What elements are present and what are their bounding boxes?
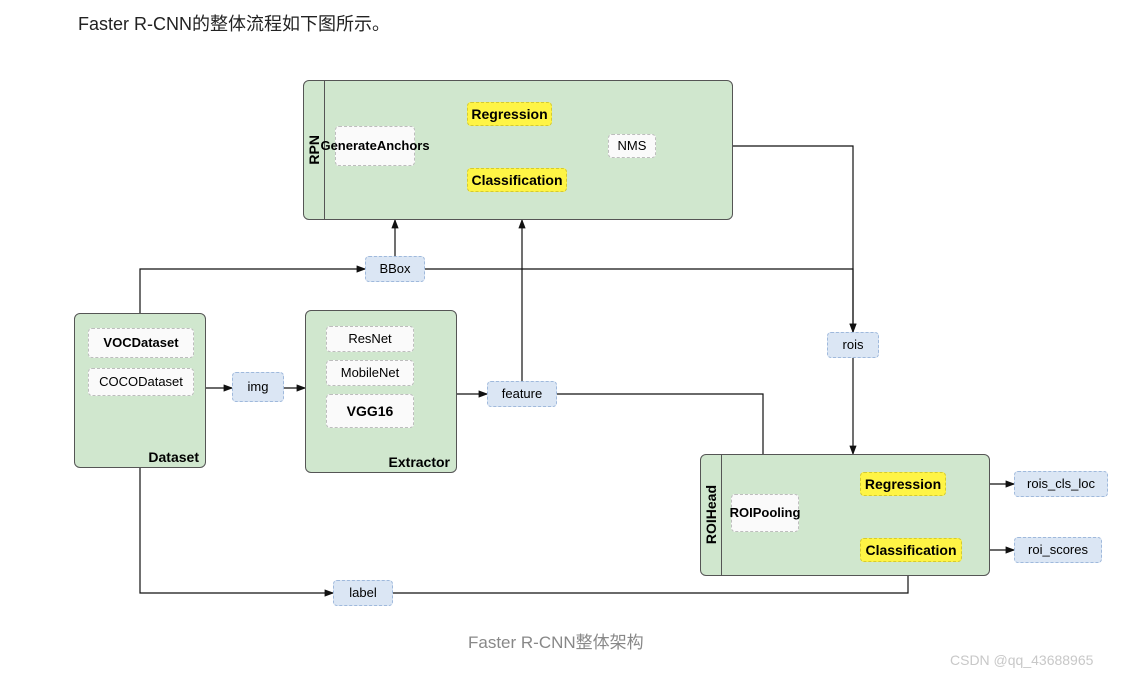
group-dataset-label: Dataset — [148, 449, 199, 465]
node-nms: NMS — [608, 134, 656, 158]
group-roihead-strip: ROIHead — [701, 455, 722, 575]
node-vgg16: VGG16 — [326, 394, 414, 428]
node-gen_anchors: GenerateAnchors — [335, 126, 415, 166]
node-roi_scores: roi_scores — [1014, 537, 1102, 563]
edge-7 — [425, 269, 853, 332]
node-img: img — [232, 372, 284, 402]
edge-17 — [140, 468, 333, 593]
edge-19 — [140, 269, 365, 313]
group-extractor-label: Extractor — [389, 454, 450, 470]
node-bbox: BBox — [365, 256, 425, 282]
node-rpn_cls: Classification — [467, 168, 567, 192]
node-roi_cls: Classification — [860, 538, 962, 562]
diagram-page: Faster R-CNN的整体流程如下图所示。 RPNDatasetExtrac… — [0, 0, 1138, 676]
node-mobilenet: MobileNet — [326, 360, 414, 386]
node-rois_cls_loc: rois_cls_loc — [1014, 471, 1108, 497]
figure-caption: Faster R-CNN整体架构 — [468, 628, 644, 653]
node-resnet: ResNet — [326, 326, 414, 352]
node-rpn_reg: Regression — [467, 102, 552, 126]
intro-text: Faster R-CNN的整体流程如下图所示。 — [78, 10, 390, 36]
node-roi_reg: Regression — [860, 472, 946, 496]
watermark-text: CSDN @qq_43688965 — [950, 652, 1093, 668]
node-feature: feature — [487, 381, 557, 407]
node-rois: rois — [827, 332, 879, 358]
node-roi_pool: ROIPooling — [731, 494, 799, 532]
group-roihead-label: ROIHead — [703, 485, 719, 544]
node-label: label — [333, 580, 393, 606]
node-voc: VOCDataset — [88, 328, 194, 358]
node-coco: COCODataset — [88, 368, 194, 396]
